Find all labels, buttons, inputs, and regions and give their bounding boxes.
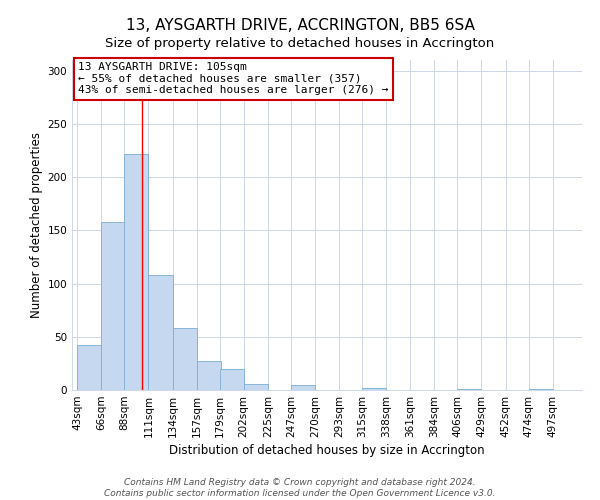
- Bar: [197, 362, 221, 390]
- Bar: [220, 368, 244, 390]
- Bar: [244, 384, 268, 390]
- Y-axis label: Number of detached properties: Number of detached properties: [30, 132, 43, 318]
- X-axis label: Distribution of detached houses by size in Accrington: Distribution of detached houses by size …: [169, 444, 485, 457]
- Bar: [124, 154, 148, 390]
- Bar: [457, 389, 481, 390]
- Text: 13 AYSGARTH DRIVE: 105sqm
← 55% of detached houses are smaller (357)
43% of semi: 13 AYSGARTH DRIVE: 105sqm ← 55% of detac…: [78, 62, 389, 96]
- Bar: [77, 346, 101, 390]
- Text: Contains HM Land Registry data © Crown copyright and database right 2024.
Contai: Contains HM Land Registry data © Crown c…: [104, 478, 496, 498]
- Bar: [529, 389, 553, 390]
- Bar: [362, 388, 386, 390]
- Text: Size of property relative to detached houses in Accrington: Size of property relative to detached ho…: [106, 38, 494, 51]
- Text: 13, AYSGARTH DRIVE, ACCRINGTON, BB5 6SA: 13, AYSGARTH DRIVE, ACCRINGTON, BB5 6SA: [125, 18, 475, 32]
- Bar: [101, 222, 125, 390]
- Bar: [148, 275, 173, 390]
- Bar: [173, 328, 197, 390]
- Bar: [291, 384, 315, 390]
